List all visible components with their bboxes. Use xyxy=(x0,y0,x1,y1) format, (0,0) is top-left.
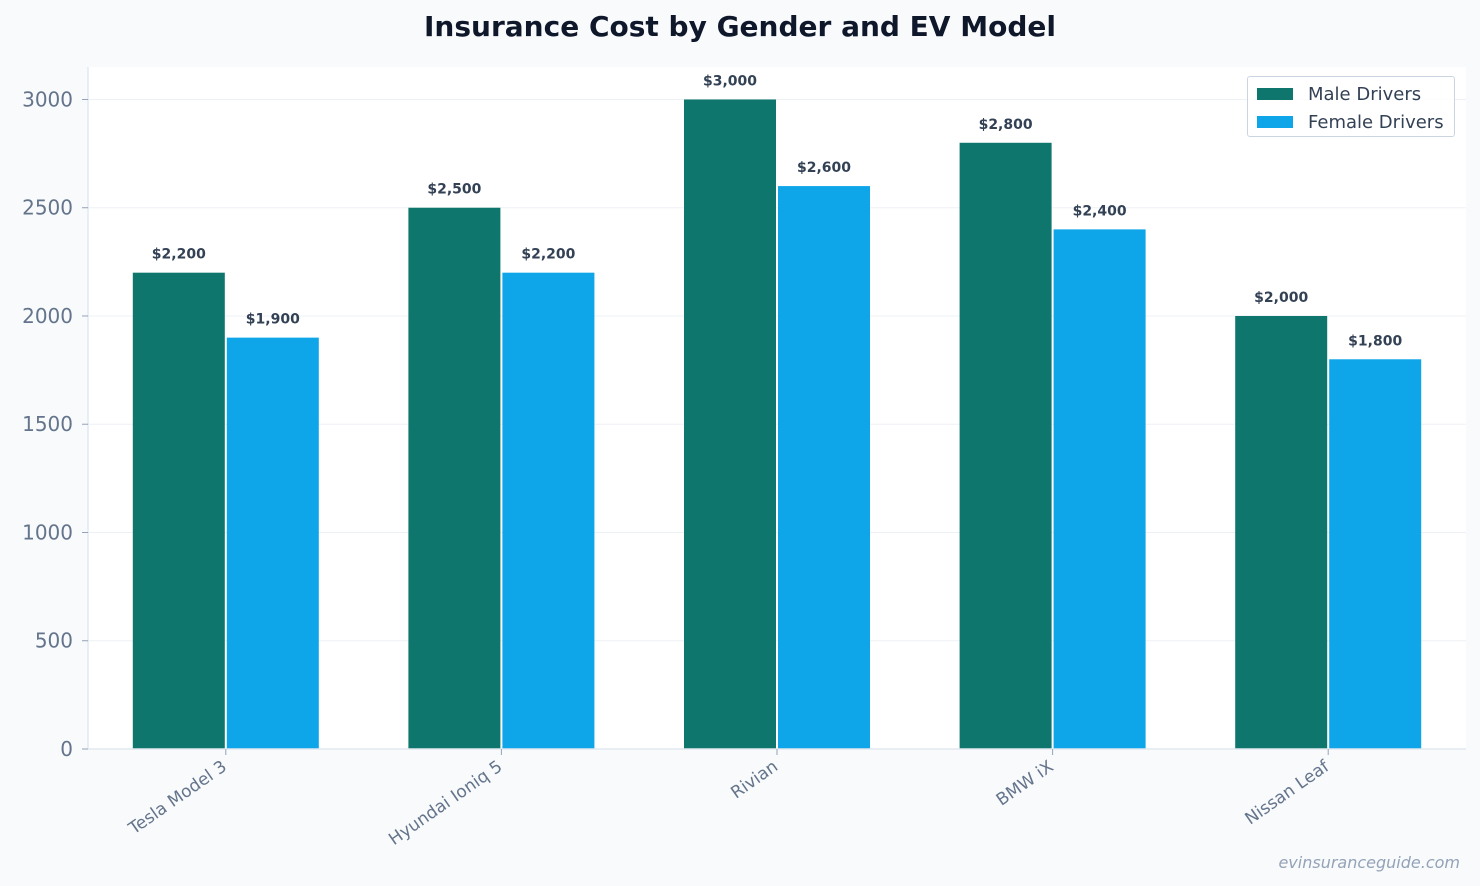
y-tick-label: 0 xyxy=(60,737,73,761)
x-tick-label: Tesla Model 3 xyxy=(124,757,230,840)
bar-value-label: $2,800 xyxy=(979,117,1033,133)
x-tick-label: Nissan Leaf xyxy=(1241,756,1333,829)
legend-swatch-male xyxy=(1257,88,1293,100)
watermark: evinsuranceguide.com xyxy=(1278,853,1460,872)
bar-male-1 xyxy=(408,207,501,749)
bar-value-label: $2,200 xyxy=(152,247,206,263)
bar-value-label: $3,000 xyxy=(703,73,757,89)
y-tick-label: 3000 xyxy=(22,87,73,111)
bar-female-1 xyxy=(502,272,595,749)
x-tick-label: Rivian xyxy=(727,757,781,804)
x-tick-label: Hyundai Ioniq 5 xyxy=(385,757,506,850)
y-tick-label: 500 xyxy=(35,629,73,653)
bar-value-label: $1,900 xyxy=(246,312,300,328)
legend-label-female: Female Drivers xyxy=(1308,111,1444,133)
chart-title: Insurance Cost by Gender and EV Model xyxy=(424,10,1056,43)
legend-label-male: Male Drivers xyxy=(1308,83,1422,105)
bar-female-2 xyxy=(778,186,870,750)
bar-value-label: $2,000 xyxy=(1254,290,1308,306)
x-tick-label: BMW iX xyxy=(993,757,1058,811)
legend-item-male: Male Drivers xyxy=(1257,83,1421,105)
bar-male-4 xyxy=(1235,315,1328,749)
bar-female-3 xyxy=(1053,229,1146,749)
legend-swatch-female xyxy=(1257,116,1293,128)
y-tick-label: 1500 xyxy=(22,412,73,436)
bar-value-label: $1,800 xyxy=(1348,333,1402,349)
bar-male-2 xyxy=(684,99,776,749)
bar-value-label: $2,600 xyxy=(797,160,851,176)
y-tick-label: 2000 xyxy=(22,304,73,328)
y-tick-label: 2500 xyxy=(22,196,73,220)
chart-legend: Male Drivers Female Drivers xyxy=(1247,76,1455,137)
y-tick-label: 1000 xyxy=(22,520,73,544)
bar-female-0 xyxy=(226,337,319,749)
bar-value-label: $2,200 xyxy=(521,247,575,263)
legend-item-female: Female Drivers xyxy=(1257,111,1444,133)
bar-male-3 xyxy=(959,142,1052,749)
bar-value-label: $2,400 xyxy=(1073,203,1127,219)
bar-female-4 xyxy=(1329,359,1422,749)
bar-value-label: $2,500 xyxy=(427,182,481,198)
bar-male-0 xyxy=(132,272,225,749)
